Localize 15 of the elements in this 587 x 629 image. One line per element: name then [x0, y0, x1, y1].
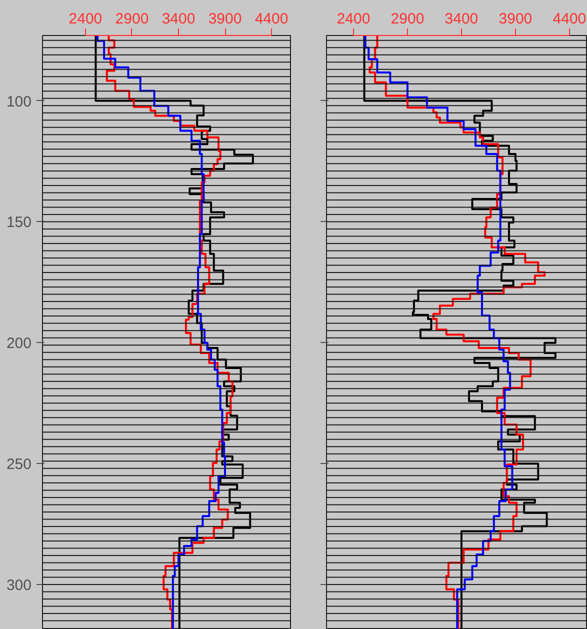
x-tick-label: 3400	[162, 10, 196, 28]
x-tick-label: 4400	[552, 10, 586, 28]
y-tick-label: 200	[6, 335, 32, 352]
x-tick-label: 3900	[498, 10, 532, 28]
y-tick-label: 150	[6, 214, 32, 232]
x-tick-label: 3900	[208, 10, 242, 28]
x-tick-label: 2400	[336, 10, 370, 28]
y-tick-label: 300	[6, 577, 32, 594]
x-tick-label: 3400	[444, 10, 478, 28]
x-tick-label: 4400	[254, 10, 288, 28]
x-tick-label: 2900	[390, 10, 424, 28]
y-tick-label: 100	[6, 93, 32, 110]
y-tick-label: 250	[6, 456, 32, 474]
x-tick-label: 2400	[68, 10, 102, 28]
x-tick-label: 2900	[115, 10, 149, 28]
